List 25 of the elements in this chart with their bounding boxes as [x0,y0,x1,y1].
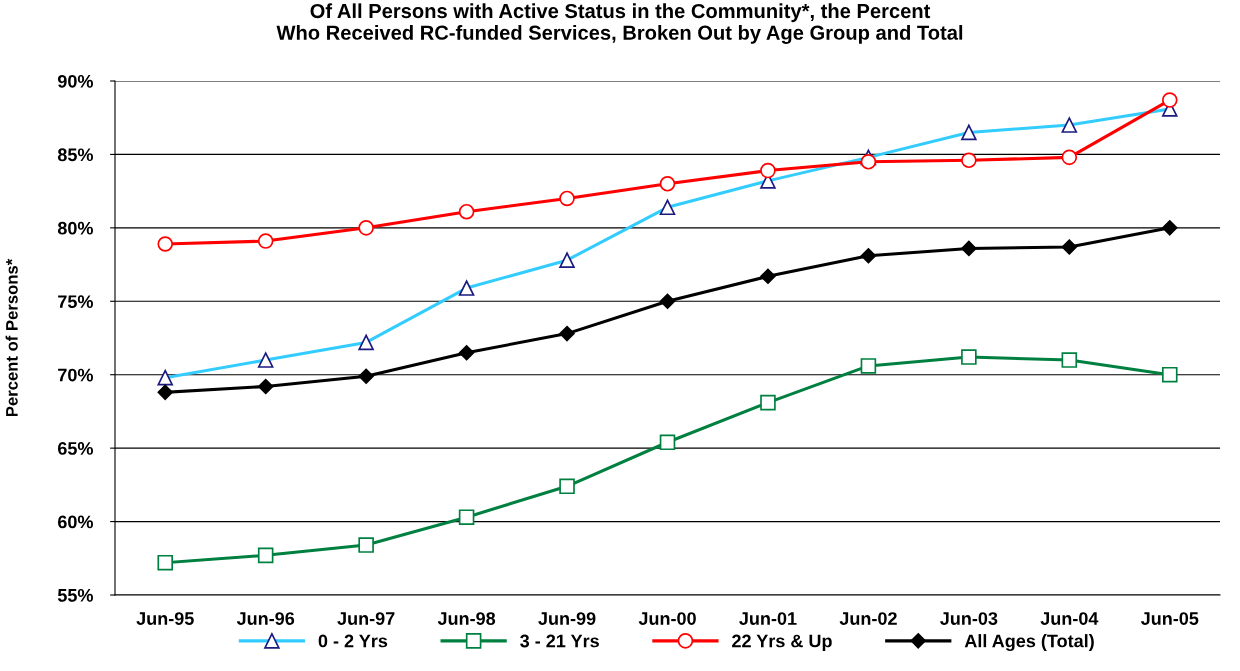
y-tick-label: 75% [58,295,93,309]
y-tick-label: 90% [57,74,93,88]
x-tick-label: Jun-96 [236,612,295,625]
y-tick-label: 80% [57,221,93,235]
y-tick-label: 65% [58,442,93,455]
y-axis-title: Percent of Persons* [5,258,18,417]
x-tick-label: Jun-99 [538,612,596,625]
x-tick-label: Jun-95 [136,612,194,625]
x-tick-label: Jun-01 [739,612,797,625]
x-tick-label: Jun-97 [337,612,395,625]
x-tick-label: Jun-00 [638,612,696,625]
chart-title: Of All Persons with Active Status in the Community*, the Percent Who Received RC-funded Services, Broken Out by Age Group and Total [276,3,963,44]
y-tick-label: 60% [58,515,93,529]
y-tick-label: 85% [57,148,93,162]
y-tick-label: 70% [58,368,93,382]
y-tick-label: 55% [57,588,93,602]
legend-label: 22 Yrs & Up [732,634,832,651]
x-tick-label: Jun-98 [437,612,496,625]
legend-label: 0 - 2 Yrs [318,634,388,648]
x-tick-label: Jun-02 [839,612,897,625]
legend-label: 3 - 21 Yrs [520,634,599,648]
x-tick-label: Jun-04 [1040,612,1099,625]
x-tick-label: Jun-05 [1140,612,1199,625]
x-tick-label: Jun-03 [940,612,998,625]
legend-label: All Ages (Total) [964,634,1094,652]
